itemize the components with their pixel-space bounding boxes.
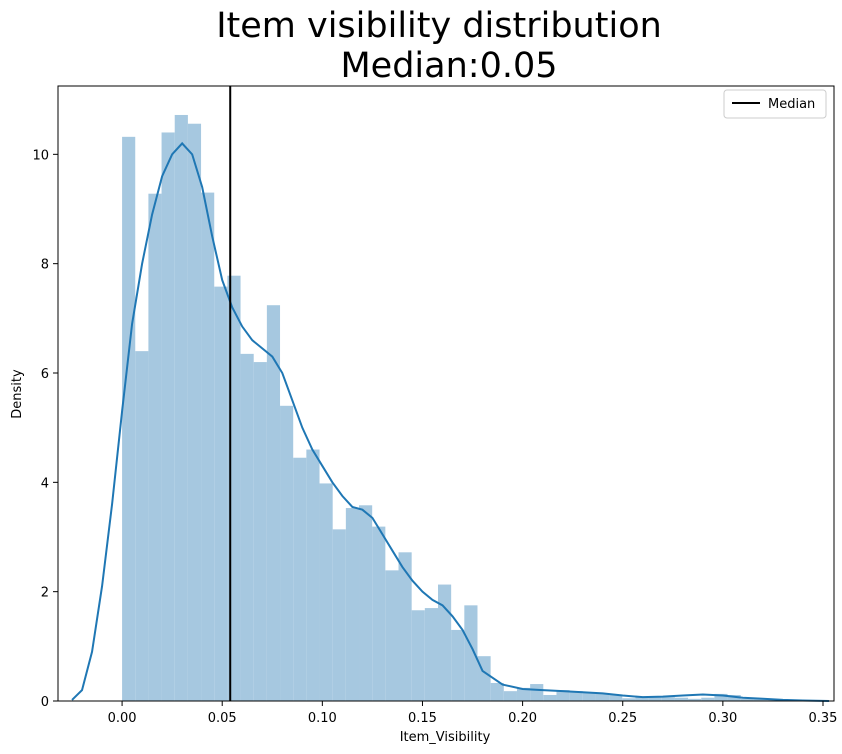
x-tick-label: 0.35 — [809, 711, 838, 726]
histogram-bar — [451, 629, 465, 701]
x-tick-label: 0.25 — [608, 711, 637, 726]
histogram-bar — [240, 353, 254, 701]
kde-curve — [71, 141, 830, 702]
chart-subtitle: Median:0.05 — [340, 46, 557, 86]
y-tick-label: 6 — [41, 367, 49, 382]
histogram-bars — [122, 114, 794, 702]
histogram-bar — [753, 698, 768, 701]
histogram-bar — [595, 693, 610, 701]
x-tick-label: 0.20 — [508, 711, 537, 726]
y-axis-ticks: 0 2 4 6 8 10 — [32, 148, 58, 710]
histogram-bar — [582, 692, 596, 701]
x-tick-label: 0.00 — [108, 711, 137, 726]
histogram-bar — [266, 305, 281, 701]
histogram-bar — [161, 132, 175, 701]
histogram-bar — [319, 483, 333, 701]
histogram-bar — [622, 698, 636, 701]
histogram-bar — [214, 286, 228, 701]
histogram-bar — [648, 696, 662, 701]
histogram-bar — [385, 570, 399, 701]
x-axis-ticks: 0.00 0.05 0.10 0.15 0.20 0.25 0.30 0.35 — [108, 701, 838, 726]
x-tick-label: 0.05 — [208, 711, 237, 726]
legend-box — [723, 89, 827, 119]
histogram-bar — [372, 526, 386, 701]
legend: Median — [723, 89, 827, 119]
x-axis-label: Item_Visibility — [400, 730, 491, 745]
histogram-bar — [148, 193, 162, 701]
histogram-bar — [503, 691, 517, 701]
histogram-bar — [609, 694, 623, 701]
histogram-bar — [345, 508, 360, 701]
histogram-bar — [714, 693, 728, 701]
histogram-bar — [674, 697, 689, 701]
y-tick-label: 4 — [41, 476, 49, 491]
x-tick-label: 0.15 — [408, 711, 437, 726]
histogram-bar — [530, 684, 544, 701]
histogram-bar — [727, 694, 741, 701]
y-tick-label: 2 — [41, 586, 49, 601]
histogram-bar — [556, 690, 570, 701]
histogram-bar — [280, 405, 294, 701]
legend-median-label: Median — [768, 97, 815, 112]
histogram-bar — [437, 584, 452, 701]
x-tick-label: 0.10 — [308, 711, 337, 726]
histogram-bar — [424, 608, 438, 701]
histogram-bar — [767, 699, 781, 701]
plot-frame — [57, 85, 835, 702]
histogram-bar — [740, 698, 754, 701]
histogram-bar — [293, 457, 307, 701]
y-axis-label: Density — [10, 369, 25, 419]
histogram-bar — [332, 529, 346, 701]
histogram-bar — [135, 351, 149, 701]
histogram-bar — [661, 697, 675, 701]
y-tick-label: 10 — [32, 148, 49, 163]
histogram-bar — [411, 610, 425, 701]
histogram-bar — [201, 192, 215, 701]
histogram-bar — [543, 694, 557, 701]
x-tick-label: 0.30 — [708, 711, 737, 726]
histogram-bar — [187, 123, 202, 702]
histogram-bar — [516, 687, 531, 701]
y-tick-label: 8 — [41, 258, 49, 273]
histogram-bar — [490, 682, 504, 701]
histogram-bar — [635, 697, 649, 701]
histogram-bar — [122, 136, 136, 702]
histogram-bar — [701, 697, 715, 701]
histogram-bar — [398, 552, 412, 701]
histogram-bar — [253, 362, 267, 701]
histogram-bar — [688, 698, 702, 701]
histogram-bar — [306, 449, 320, 701]
y-tick-label: 0 — [41, 695, 49, 710]
histogram-bar — [359, 505, 373, 701]
histogram-bar — [464, 605, 478, 701]
histogram-bar — [569, 691, 583, 701]
histogram-bar — [174, 114, 188, 702]
chart-title: Item visibility distribution — [216, 6, 662, 46]
